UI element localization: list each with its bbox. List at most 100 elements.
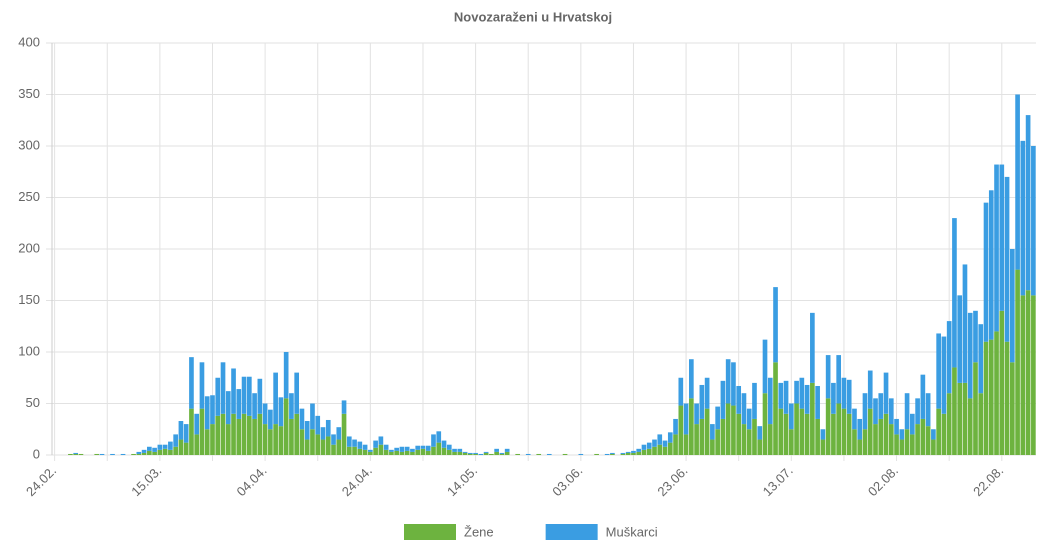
bar-segment <box>136 451 142 454</box>
y-tick-label: 200 <box>18 240 40 255</box>
bar-segment <box>804 413 810 455</box>
bar-segment <box>841 377 847 409</box>
bar-segment <box>215 377 221 416</box>
bar-segment <box>983 341 989 455</box>
bar-segment <box>767 424 773 455</box>
bar-segment <box>862 393 868 430</box>
bar-segment <box>846 413 852 455</box>
bar-segment <box>110 453 115 455</box>
y-tick-label: 250 <box>18 189 40 204</box>
bar-segment <box>446 444 452 450</box>
bar-segment <box>173 446 178 455</box>
bar-segment <box>504 448 510 452</box>
bar-segment <box>994 164 999 332</box>
bar-segment <box>799 408 805 455</box>
bar-segment <box>1009 249 1015 363</box>
bar-segment <box>352 439 357 447</box>
bar-segment <box>962 264 968 383</box>
bar-segment <box>283 398 289 455</box>
bar-segment <box>331 434 336 445</box>
bar-segment <box>394 450 399 455</box>
bar-segment <box>631 450 636 453</box>
bar-segment <box>162 448 168 455</box>
bar-segment <box>652 446 657 455</box>
bar-segment <box>1015 269 1020 455</box>
bar-segment <box>368 451 373 455</box>
bar-segment <box>346 436 352 447</box>
bar-segment <box>920 374 926 419</box>
bar-segment <box>857 439 863 455</box>
bar-segment <box>315 415 321 435</box>
bar-segment <box>762 339 768 394</box>
bar-segment <box>204 396 210 430</box>
bar-segment <box>873 398 878 425</box>
x-tick-label: 23.06. <box>654 463 690 499</box>
bar-segment <box>546 453 552 455</box>
bar-segment <box>499 452 505 454</box>
bar-segment <box>846 379 852 414</box>
bar-segment <box>162 444 168 449</box>
bar-segment <box>952 367 957 455</box>
bar-segment <box>178 439 184 455</box>
bar-segment <box>410 448 415 452</box>
bar-segment <box>978 324 984 394</box>
bar-segment <box>394 447 399 451</box>
bar-segment <box>336 439 342 455</box>
bar-segment <box>957 382 963 455</box>
bar-segment <box>268 409 273 430</box>
bar-segment <box>310 429 315 455</box>
bar-segment <box>641 444 647 450</box>
bar-segment <box>767 377 773 425</box>
bar-segment <box>415 449 421 455</box>
bar-segment <box>636 448 642 452</box>
bar-segment <box>831 413 836 455</box>
bar-segment <box>1025 290 1031 455</box>
bar-segment <box>1031 146 1036 296</box>
bar-segment <box>289 418 294 455</box>
bar-segment <box>194 434 200 455</box>
bar-segment <box>594 453 599 455</box>
bar-segment <box>794 380 799 404</box>
bar-segment <box>704 408 710 455</box>
bar-segment <box>120 453 126 455</box>
bar-segment <box>352 446 357 455</box>
bar-segment <box>494 448 499 452</box>
bar-segment <box>357 441 363 449</box>
bar-segment <box>462 451 468 453</box>
bar-segment <box>662 446 668 455</box>
legend-swatch <box>404 524 456 540</box>
bar-segment <box>362 444 368 450</box>
y-tick-label: 350 <box>18 86 40 101</box>
bar-segment <box>788 429 794 455</box>
bar-segment <box>778 382 784 409</box>
bar-segment <box>246 376 252 416</box>
bar-segment <box>999 310 1005 455</box>
bar-segment <box>994 331 999 455</box>
bar-segment <box>189 357 194 409</box>
x-tick-label: 22.08. <box>970 463 1006 499</box>
bar-segment <box>641 449 647 455</box>
bar-segment <box>178 421 184 440</box>
bar-segment <box>683 403 689 435</box>
bar-segment <box>252 418 257 455</box>
bar-segment <box>878 393 884 419</box>
bar-segment <box>888 398 894 425</box>
bar-segment <box>252 393 257 419</box>
bar-segment <box>194 413 200 435</box>
bar-segment <box>736 385 742 414</box>
bar-segment <box>657 434 663 445</box>
bar-segment <box>473 452 478 454</box>
bar-segment <box>699 418 705 455</box>
bar-segment <box>862 429 868 455</box>
bar-segment <box>931 439 936 455</box>
bar-segment <box>99 453 105 455</box>
bar-segment <box>299 429 305 455</box>
bar-segment <box>936 333 941 409</box>
bar-segment <box>404 450 410 455</box>
bar-segment <box>420 445 426 449</box>
bar-segment <box>231 368 236 414</box>
bar-segment <box>725 359 731 404</box>
bar-segment <box>1009 362 1015 455</box>
bar-segment <box>183 424 189 443</box>
